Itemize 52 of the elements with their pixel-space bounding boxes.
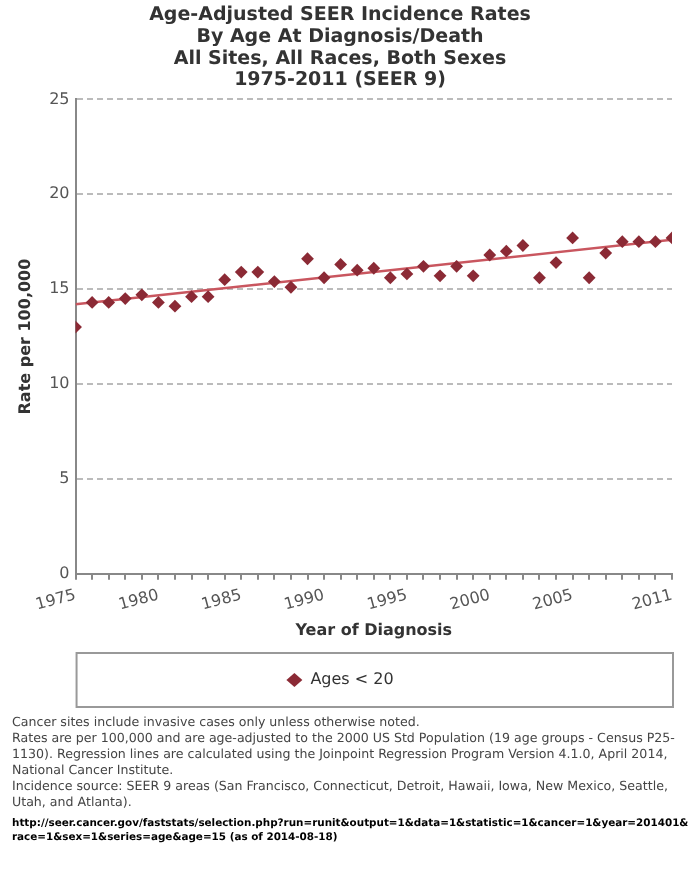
point <box>168 299 182 313</box>
y-tick-label: 20 <box>49 184 70 203</box>
point <box>301 252 314 266</box>
chart-title: Age-Adjusted SEER Incidence Rates By Age At Diagnosis/Death All Sites, All Races, Both Sexes 1975-2011 (SEER 9) <box>149 3 532 92</box>
y-tick-label: 15 <box>49 279 70 298</box>
y-tick-label: 5 <box>59 469 70 488</box>
point <box>367 261 381 275</box>
x-tick-label: 1980 <box>116 585 161 614</box>
point <box>649 235 662 249</box>
point <box>118 292 132 306</box>
legend-label: Ages < 20 <box>310 670 394 689</box>
point <box>185 290 198 304</box>
point <box>350 263 364 277</box>
x-tick-label: 2011 <box>630 585 675 614</box>
point <box>218 273 232 287</box>
x-axis-title: Year of Diagnosis <box>293 620 453 639</box>
point <box>499 244 513 258</box>
point <box>466 269 480 283</box>
y-tick-label: 10 <box>49 374 70 393</box>
point <box>251 265 265 279</box>
x-tick-label: 1985 <box>199 585 244 614</box>
point <box>417 259 430 273</box>
x-tick-label: 1995 <box>365 585 410 614</box>
point <box>102 296 116 309</box>
x-tick-label: 2000 <box>447 585 492 614</box>
point <box>135 288 149 302</box>
point <box>267 275 281 288</box>
x-tick-label: 2005 <box>530 585 575 614</box>
point <box>566 231 579 245</box>
point <box>383 271 397 285</box>
point <box>450 259 464 273</box>
point <box>317 271 331 285</box>
point <box>582 271 596 285</box>
point <box>334 258 348 271</box>
point <box>632 235 646 249</box>
point <box>433 269 447 283</box>
x-tick-label: 1990 <box>282 585 327 614</box>
point <box>533 271 546 285</box>
point <box>201 290 215 304</box>
point <box>234 265 248 279</box>
y-tick-label: 0 <box>59 563 70 582</box>
point <box>152 296 165 309</box>
x-tick-label: 1975 <box>33 585 78 614</box>
point <box>400 267 414 281</box>
point <box>85 296 99 309</box>
point <box>615 235 629 249</box>
point <box>599 246 613 260</box>
y-axis-title: Rate per 100,000 <box>15 257 34 415</box>
y-tick-label: 25 <box>49 89 70 108</box>
point <box>483 248 497 262</box>
point <box>516 239 530 252</box>
point <box>284 280 298 294</box>
